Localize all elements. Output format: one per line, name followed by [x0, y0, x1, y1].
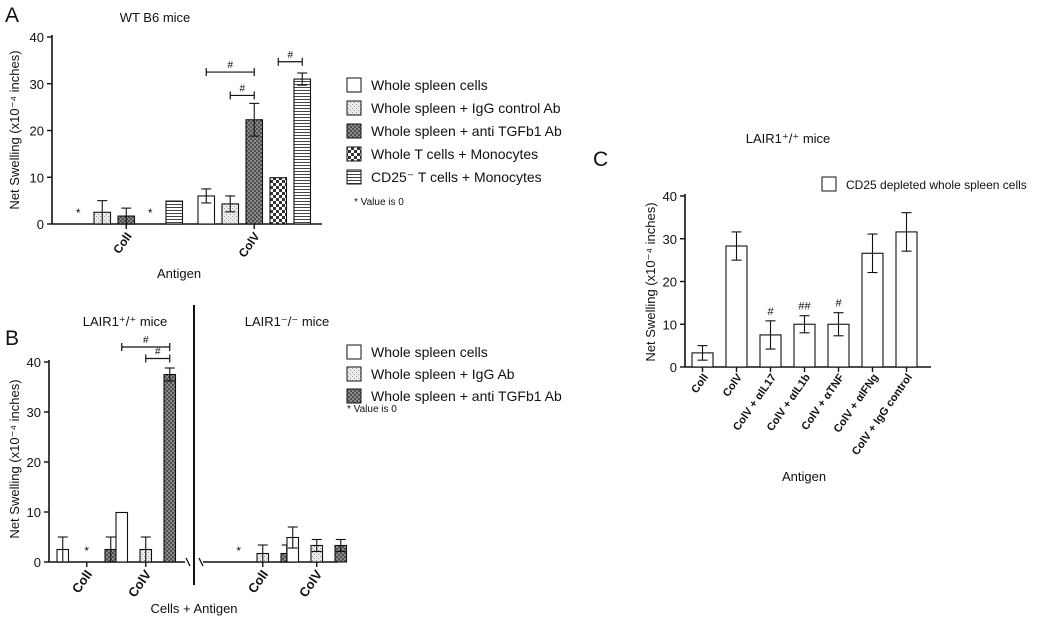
- panel-a-legend-swatch: [346, 146, 362, 162]
- panel-b-x-tick-label: ColV: [125, 567, 154, 600]
- panel-a-ylabel: Net Swelling (x10⁻⁴ inches): [7, 50, 22, 209]
- panel-b-letter: B: [5, 327, 19, 350]
- panel-c-title: LAIR1⁺/⁺ mice: [746, 131, 831, 146]
- panel-a-legend-swatch: [346, 169, 362, 185]
- panel-a-zero-mark: *: [76, 206, 81, 220]
- panel-b-legend-label: Whole spleen + anti TGFb1 Ab: [371, 388, 562, 404]
- panel-a-y-tick-label: 10: [30, 170, 44, 185]
- panel-a-x-tick-label: ColV: [236, 230, 263, 260]
- panel-b-sig-label: #: [155, 347, 161, 358]
- panel-a-xlabel: Antigen: [157, 266, 201, 281]
- panel-b-zero-mark: *: [84, 544, 89, 558]
- panel-a-sig-label: #: [287, 50, 293, 61]
- panel-a-y-tick-label: 20: [30, 124, 44, 139]
- panel-b-legend-label: Whole spleen + IgG Ab: [371, 366, 515, 382]
- panel-b-legend-swatch: [346, 366, 362, 382]
- panel-b-y-tick-label: 20: [27, 455, 41, 470]
- panel-c-y-tick-label: 10: [663, 317, 677, 332]
- panel-b-group-label-2: LAIR1⁻/⁻ mice: [245, 314, 330, 329]
- panel-b-sig-label: #: [143, 335, 149, 346]
- panel-c-legend-swatch: [821, 176, 837, 192]
- panel-a-legend-swatch: [346, 100, 362, 116]
- panel-a-sig-label: #: [227, 60, 233, 71]
- panel-c-x-tick-label: ColI: [689, 372, 711, 396]
- panel-c-y-tick-label: 0: [670, 360, 677, 375]
- panel-b-axis-break: [198, 557, 204, 567]
- panel-c-xlabel: Antigen: [782, 469, 826, 484]
- panel-b-legend-note: * Value is 0: [347, 404, 397, 415]
- panel-c-letter: C: [593, 148, 608, 171]
- panel-a-legend-swatch: [346, 77, 362, 93]
- panel-a-legend-label: Whole spleen cells: [371, 77, 488, 93]
- panel-b-legend-label: Whole spleen cells: [371, 344, 488, 360]
- panel-c-bar: [895, 231, 918, 368]
- panel-c-x-tick-label: ColV: [721, 371, 746, 399]
- panel-a-title: WT B6 mice: [120, 10, 191, 25]
- panel-a-y-tick-label: 0: [37, 217, 44, 232]
- panel-c-bar: [725, 245, 748, 368]
- panel-c-ylabel: Net Swelling (x10⁻⁴ inches): [643, 202, 658, 361]
- panel-a-legend-note: * Value is 0: [354, 197, 404, 208]
- panel-a-legend-swatch: [346, 123, 362, 139]
- panel-a-letter: A: [5, 4, 19, 27]
- panel-a-legend-label: Whole spleen + anti TGFb1 Ab: [371, 123, 562, 139]
- panel-a-zero-mark: *: [148, 206, 153, 220]
- panel-c-legend-label: CD25 depleted whole spleen cells: [846, 178, 1027, 192]
- panel-c-x-tick-label: ColV + IgG control: [850, 372, 915, 458]
- panel-b-x-tick-label: ColV: [296, 567, 325, 600]
- panel-c-y-tick-label: 30: [663, 232, 677, 247]
- panel-c-y-tick-label: 20: [663, 275, 677, 290]
- panel-b-x-tick-label: ColI: [69, 567, 95, 596]
- panel-b-legend-swatch: [346, 344, 362, 360]
- panel-c-sig-label: #: [767, 306, 774, 318]
- panel-c-sig-label: ##: [798, 301, 811, 313]
- panel-a-y-tick-label: 40: [30, 30, 44, 45]
- panel-a-bar: [165, 200, 184, 225]
- panel-b-group-label-1: LAIR1⁺/⁺ mice: [83, 314, 168, 329]
- panel-a-y-tick-label: 30: [30, 77, 44, 92]
- panel-b-axis-break: [185, 557, 191, 567]
- panel-c-sig-label: #: [835, 298, 842, 310]
- panel-a-legend-label: Whole T cells + Monocytes: [371, 146, 538, 162]
- panel-c-y-tick-label: 40: [663, 189, 677, 204]
- panel-b-xlabel: Cells + Antigen: [150, 601, 237, 616]
- panel-b-x-tick-label: ColI: [245, 567, 271, 596]
- panel-a-x-tick-label: ColI: [110, 230, 134, 257]
- panel-b-y-tick-label: 30: [27, 405, 41, 420]
- panel-b-bar: [163, 373, 177, 563]
- panel-a-bar: [269, 177, 288, 225]
- panel-a-legend-label: CD25⁻ T cells + Monocytes: [371, 169, 542, 185]
- panel-a-bar: [293, 78, 312, 225]
- panel-b-legend-swatch: [346, 388, 362, 404]
- panel-b-bar: [115, 511, 129, 563]
- panel-b-y-tick-label: 40: [27, 355, 41, 370]
- panel-b-ylabel: Net Swelling (x10⁻⁴ inches): [7, 379, 22, 538]
- panel-a-legend-label: Whole spleen + IgG control Ab: [371, 100, 561, 116]
- panel-b-y-tick-label: 10: [27, 505, 41, 520]
- panel-a-sig-label: #: [239, 83, 245, 94]
- panel-b-zero-mark: *: [236, 544, 241, 558]
- panel-b-y-tick-label: 0: [34, 555, 41, 570]
